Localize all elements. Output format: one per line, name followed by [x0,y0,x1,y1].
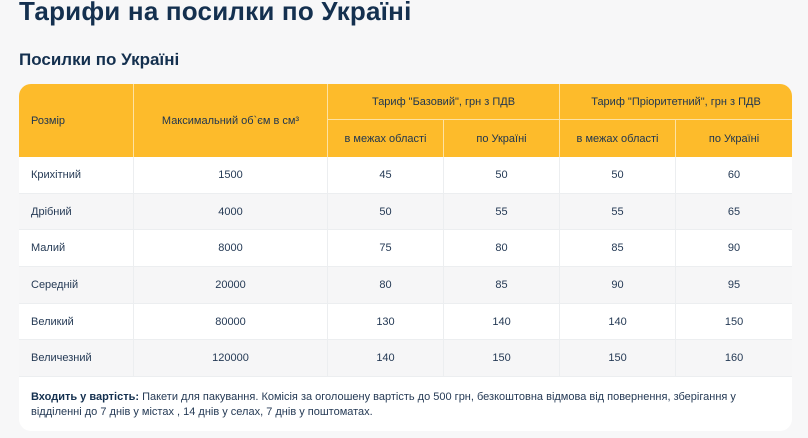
header-basic-region: в межах області [328,120,444,157]
cell-volume: 80000 [134,303,328,341]
tariffs-table: Розмір Максимальний об`єм в см³ Тариф "Б… [19,84,793,378]
table-row: Крихітний 1500 45 50 50 60 [19,157,793,194]
cell-priority-region: 85 [560,230,677,268]
note-label: Входить у вартість: [31,391,140,404]
tariffs-table-container: Розмір Максимальний об`єм в см³ Тариф "Б… [19,84,793,432]
cell-basic-region: 75 [328,230,444,268]
table-row: Середній 20000 80 85 90 95 [19,267,793,304]
cell-priority-region: 140 [560,303,677,341]
page-title: Тарифи на посилки по Україні [19,0,412,26]
included-in-price-note: Входить у вартість: Пакети для пакування… [19,377,792,432]
cell-size: Крихітний [19,157,134,194]
header-size: Розмір [19,84,134,157]
header-row-sub: в межах області по Україні в межах облас… [19,120,793,157]
section-title: Посилки по Україні [19,50,180,69]
header-priority-region: в межах області [560,120,677,157]
cell-volume: 120000 [134,340,328,378]
cell-priority-ukraine: 150 [676,303,793,341]
table-row: Дрібний 4000 50 55 55 65 [19,193,793,231]
cell-basic-ukraine: 150 [444,340,561,378]
cell-basic-region: 50 [328,193,444,231]
cell-basic-ukraine: 55 [444,193,561,231]
header-basic-tariff: Тариф "Базовий", грн з ПДВ [328,84,561,120]
cell-priority-region: 90 [560,267,677,304]
cell-priority-ukraine: 60 [676,157,793,194]
cell-basic-ukraine: 50 [444,157,561,194]
cell-priority-ukraine: 65 [676,193,793,231]
cell-priority-ukraine: 160 [676,340,793,378]
table-header: Розмір Максимальний об`єм в см³ Тариф "Б… [19,84,793,157]
cell-size: Малий [19,230,134,268]
table-body: Крихітний 1500 45 50 50 60 Дрібний 4000 … [19,157,793,378]
cell-volume: 8000 [134,230,328,268]
note-text: Пакети для пакування. Комісія за оголоше… [31,391,736,419]
cell-basic-region: 130 [328,303,444,341]
table-row: Величезний 120000 140 150 150 160 [19,340,793,378]
header-priority-tariff: Тариф "Пріоритетний", грн з ПДВ [560,84,793,120]
cell-priority-ukraine: 90 [676,230,793,268]
header-row-top: Розмір Максимальний об`єм в см³ Тариф "Б… [19,84,793,157]
cell-priority-ukraine: 95 [676,267,793,304]
cell-priority-region: 50 [560,157,677,194]
header-basic-ukraine: по Україні [444,120,561,157]
cell-size: Середній [19,267,134,304]
header-priority-ukraine: по Україні [676,120,793,157]
cell-basic-ukraine: 140 [444,303,561,341]
cell-size: Величезний [19,340,134,378]
header-volume: Максимальний об`єм в см³ [134,84,328,157]
cell-basic-region: 45 [328,157,444,194]
cell-basic-region: 140 [328,340,444,378]
cell-priority-region: 55 [560,193,677,231]
cell-size: Дрібний [19,193,134,231]
table-row: Малий 8000 75 80 85 90 [19,230,793,268]
cell-basic-ukraine: 80 [444,230,561,268]
cell-priority-region: 150 [560,340,677,378]
cell-volume: 1500 [134,157,328,194]
table-row: Великий 80000 130 140 140 150 [19,303,793,341]
cell-size: Великий [19,303,134,341]
cell-basic-ukraine: 85 [444,267,561,304]
cell-basic-region: 80 [328,267,444,304]
cell-volume: 4000 [134,193,328,231]
cell-volume: 20000 [134,267,328,304]
